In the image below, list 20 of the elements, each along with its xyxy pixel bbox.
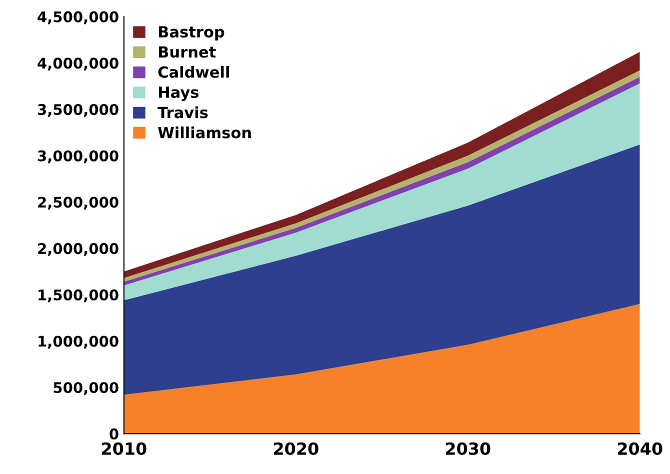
y-tick-label: 4,000,000: [38, 58, 118, 71]
x-tick-label: 2040: [618, 442, 662, 455]
y-tick-label: 3,000,000: [38, 150, 118, 164]
legend-label: Bastrop: [158, 26, 224, 41]
y-tick-label: 1,500,000: [38, 289, 118, 302]
y-tick-label: 500,000: [54, 382, 118, 395]
x-tick-label: 2030: [446, 442, 490, 455]
legend-label: Caldwell: [158, 66, 229, 78]
y-tick-label: 2,500,000: [38, 196, 118, 210]
legend-label: Williamson: [158, 126, 251, 138]
y-tick-label: 3,500,000: [38, 104, 118, 117]
y-tick-label: 0: [110, 428, 118, 440]
y-tick-label: 1,000,000: [38, 336, 118, 349]
legend-label: Burnet: [158, 46, 216, 58]
legend-label: Hays: [158, 86, 199, 102]
y-tick-label: 2,000,000: [38, 243, 118, 256]
x-tick-label: 2020: [274, 442, 318, 455]
x-tick-label: 2010: [102, 442, 146, 455]
y-tick-label: 4,500,000: [38, 11, 118, 24]
legend-label: Travis: [158, 106, 208, 118]
